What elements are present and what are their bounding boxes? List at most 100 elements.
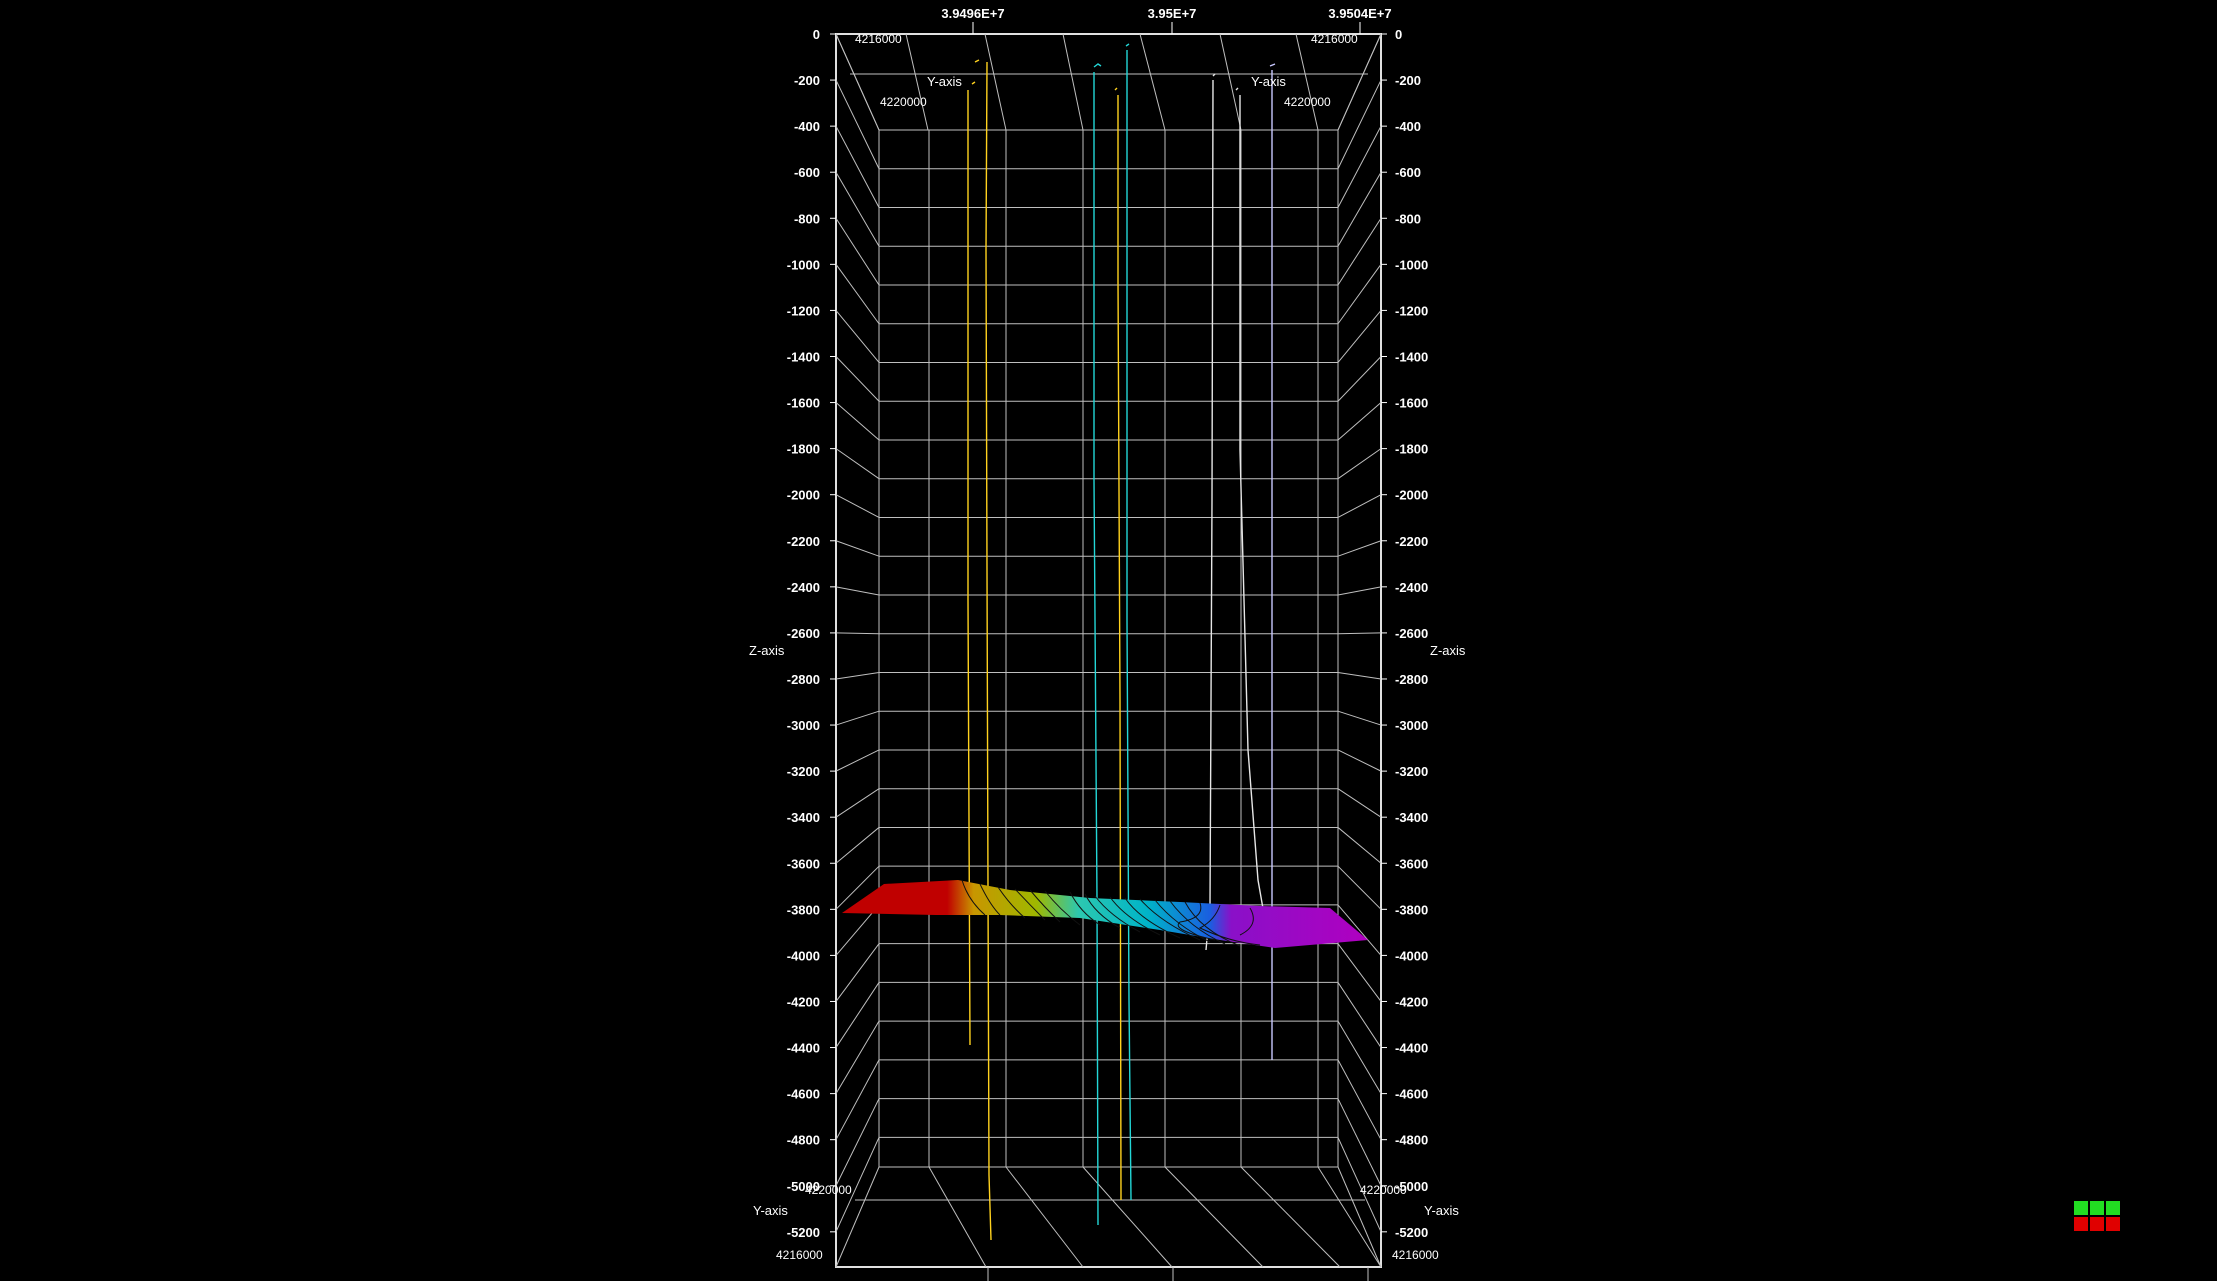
z-tick-label: -3600 [787,856,820,871]
well-trace [1269,63,1276,1060]
ceiling-grid-line [984,33,1007,131]
z-tick-label: -400 [1395,119,1421,134]
horizon-surface [842,879,1368,948]
y-axis-label-bottom-right: Y-axis [1424,1203,1459,1218]
z-tick-label: -2800 [1395,672,1428,687]
z-tick-label: -2200 [1395,534,1428,549]
depth-grid-line [1337,79,1382,169]
well-trace [1235,87,1266,921]
contour-line [1139,898,1201,941]
depth-grid-line [1337,632,1382,635]
floor-grid-line [1317,1166,1382,1268]
floor-grid-line [1164,1166,1264,1268]
inner-box-frame [878,129,1339,1168]
depth-grid-line [835,586,880,596]
depth-grid-line [1337,356,1382,402]
z-tick-label: -2600 [787,626,820,641]
z-tick-label: -3800 [787,902,820,917]
depth-grid-line [1337,1137,1382,1233]
depth-grid-line [835,1020,880,1094]
contour-line [1094,895,1141,933]
depth-grid-line [1337,671,1382,680]
z-tick-label: -3600 [1395,856,1428,871]
ceiling-grid-line [1295,33,1319,131]
z-tick-label: -3000 [787,718,820,733]
y-tick-label: 4220000 [805,1183,852,1197]
depth-grid-line [1337,788,1382,818]
contour-line [961,879,986,916]
z-tick-label: -800 [1395,211,1421,226]
depth-grid-line [835,632,880,635]
depth-grid-line [1337,33,1382,131]
z-tick-label: -800 [794,211,820,226]
z-tick-label: -1200 [787,303,820,318]
depth-grid-line [835,264,880,325]
depth-grid-line [1337,1059,1382,1140]
z-tick-label: -4400 [1395,1041,1428,1056]
well-trace [1114,87,1122,1201]
z-tick-label: -5000 [787,1179,820,1194]
x-tick-label: 3.9504E+7 [1328,6,1391,21]
z-tick-label: -3800 [1395,902,1428,917]
depth-grid-line [835,788,880,818]
z-tick-label: -200 [1395,73,1421,88]
y-tick-label: 4220000 [880,95,927,109]
nav-rotate-up-cell[interactable] [2074,1201,2088,1215]
z-tick-label: -4200 [787,994,820,1009]
z-tick-label: -5000 [1395,1179,1428,1194]
depth-grid-line [1337,310,1382,363]
depth-grid-line [1337,540,1382,557]
depth-grid-line [1337,264,1382,325]
depth-grid-line [835,125,880,208]
nav-rotate-down-cell[interactable] [2074,1217,2088,1231]
depth-grid-line [1337,171,1382,247]
z-axis-label-left: Z-axis [749,643,785,658]
contour-line [1177,902,1216,941]
z-tick-label: -1400 [787,349,820,364]
z-tick-label: -3200 [787,764,820,779]
depth-grid-line [1337,1098,1382,1186]
depth-grid-line [1337,402,1382,441]
well-trace [1205,73,1216,951]
nav-rotate-down-cell[interactable] [2106,1217,2120,1231]
depth-grid-line [1337,1020,1382,1094]
depth-grid-line [835,494,880,518]
nav-rotate-up-cell[interactable] [2090,1201,2104,1215]
depth-grid-line [1337,982,1382,1048]
view-navigation-widget[interactable] [2074,1201,2138,1233]
contour-line [1198,904,1261,946]
z-tick-label: -5200 [1395,1225,1428,1240]
well-trace [974,59,992,1241]
y-tick-label: 4220000 [1360,1183,1407,1197]
z-tick-label: 0 [813,27,820,42]
z-tick-label: -5200 [787,1225,820,1240]
y-tick-label: 4216000 [855,32,902,46]
z-tick-label: -4000 [787,948,820,963]
z-tick-label: -4800 [787,1133,820,1148]
depth-grid-line [1337,827,1382,864]
z-tick-label: -4200 [1395,994,1428,1009]
z-tick-label: -3400 [1395,810,1428,825]
nav-rotate-down-cell[interactable] [2090,1217,2104,1231]
depth-grid-line [835,356,880,402]
depth-grid-line [835,982,880,1048]
z-tick-label: -1000 [787,257,820,272]
z-tick-label: -2600 [1395,626,1428,641]
z-tick-label: -3000 [1395,718,1428,733]
z-tick-label: -4600 [1395,1087,1428,1102]
z-tick-label: -1200 [1395,303,1428,318]
nav-rotate-up-cell[interactable] [2106,1201,2120,1215]
contour-line [1029,889,1061,923]
contour-line [1109,896,1161,936]
z-tick-label: -2200 [787,534,820,549]
depth-grid-line [835,33,880,131]
axis-labels: 3.9496E+7 3.95E+7 3.9504E+7 Z-axis Z-axi… [749,6,1466,1262]
well-trajectories [967,43,1276,1241]
contour-line [1069,891,1101,926]
z-tick-label: -2800 [787,672,820,687]
y-tick-label: 4216000 [776,1248,823,1262]
y-axis-label-top-right: Y-axis [1251,74,1286,89]
z-tick-label: -2000 [1395,488,1428,503]
depth-grid-line [1337,586,1382,596]
